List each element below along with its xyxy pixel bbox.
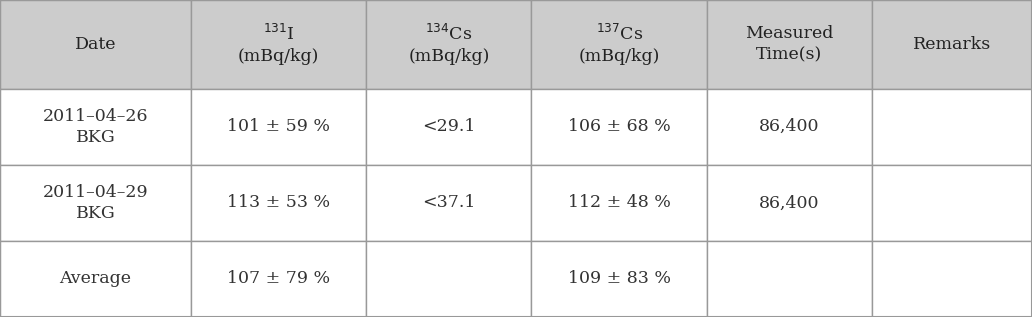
Bar	[0, 241, 191, 317]
Bar	[191, 89, 366, 165]
Bar	[707, 0, 872, 89]
Bar	[0, 0, 191, 89]
Bar	[707, 165, 872, 241]
Bar	[872, 165, 1032, 241]
Text: $^{131}$I
(mBq/kg): $^{131}$I (mBq/kg)	[238, 23, 319, 65]
Bar	[0, 89, 191, 165]
Text: Remarks: Remarks	[913, 36, 991, 53]
Text: 86,400: 86,400	[760, 194, 819, 211]
Bar	[0, 165, 191, 241]
Text: $^{134}$Cs
(mBq/kg): $^{134}$Cs (mBq/kg)	[409, 23, 489, 65]
Bar	[531, 0, 707, 89]
Text: 107 ± 79 %: 107 ± 79 %	[227, 270, 330, 288]
Text: 2011–04–29
BKG: 2011–04–29 BKG	[42, 184, 149, 222]
Bar	[707, 241, 872, 317]
Text: <29.1: <29.1	[422, 118, 476, 135]
Bar	[191, 0, 366, 89]
Bar	[707, 89, 872, 165]
Text: <37.1: <37.1	[422, 194, 476, 211]
Text: Measured
Time(s): Measured Time(s)	[745, 25, 834, 64]
Bar	[366, 89, 531, 165]
Bar	[366, 241, 531, 317]
Bar	[366, 0, 531, 89]
Text: 2011–04–26
BKG: 2011–04–26 BKG	[42, 107, 149, 146]
Bar	[366, 165, 531, 241]
Bar	[531, 165, 707, 241]
Bar	[872, 0, 1032, 89]
Bar	[872, 241, 1032, 317]
Text: 109 ± 83 %: 109 ± 83 %	[568, 270, 671, 288]
Bar	[191, 165, 366, 241]
Bar	[531, 89, 707, 165]
Text: Date: Date	[74, 36, 117, 53]
Bar	[191, 241, 366, 317]
Text: 106 ± 68 %: 106 ± 68 %	[568, 118, 671, 135]
Text: Average: Average	[60, 270, 131, 288]
Bar	[872, 89, 1032, 165]
Text: 112 ± 48 %: 112 ± 48 %	[568, 194, 671, 211]
Text: 86,400: 86,400	[760, 118, 819, 135]
Text: $^{137}$Cs
(mBq/kg): $^{137}$Cs (mBq/kg)	[579, 23, 659, 65]
Text: 101 ± 59 %: 101 ± 59 %	[227, 118, 330, 135]
Text: 113 ± 53 %: 113 ± 53 %	[227, 194, 330, 211]
Bar	[531, 241, 707, 317]
